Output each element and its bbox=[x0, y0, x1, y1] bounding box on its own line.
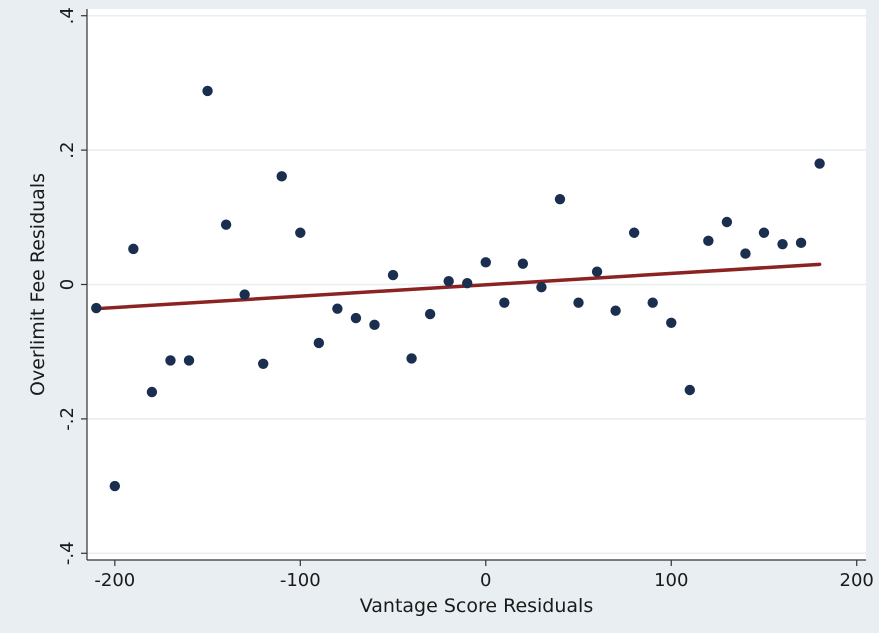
data-point-21 bbox=[480, 257, 491, 268]
data-point-33 bbox=[703, 235, 714, 247]
data-point-6 bbox=[202, 85, 213, 97]
data-point-27 bbox=[591, 266, 603, 277]
data-point-9 bbox=[258, 358, 269, 369]
data-point-10 bbox=[276, 171, 287, 182]
data-point-25 bbox=[554, 193, 566, 205]
data-point-28 bbox=[610, 305, 621, 316]
data-point-15 bbox=[369, 319, 380, 331]
data-point-20 bbox=[462, 277, 473, 289]
data-point-34 bbox=[721, 216, 733, 228]
fit-line bbox=[94, 262, 822, 311]
data-point-37 bbox=[777, 238, 788, 250]
data-point-30 bbox=[647, 297, 658, 308]
data-point-31 bbox=[666, 317, 677, 329]
data-point-24 bbox=[536, 281, 547, 293]
data-point-35 bbox=[740, 248, 751, 259]
y-tick-label-3: .2 bbox=[57, 142, 78, 159]
x-tick-label-4: 200 bbox=[840, 570, 874, 591]
data-point-23 bbox=[517, 258, 529, 269]
y-tick-label-0: -.4 bbox=[57, 541, 78, 565]
data-point-3 bbox=[146, 386, 158, 398]
data-point-2 bbox=[128, 243, 139, 255]
data-point-0 bbox=[91, 302, 102, 314]
points-group bbox=[91, 85, 825, 492]
data-point-13 bbox=[332, 303, 343, 314]
data-point-32 bbox=[684, 384, 695, 396]
data-point-14 bbox=[350, 312, 362, 324]
axes: -200 -100 0 100 200 -.4 -.2 0 .2 .4 bbox=[57, 7, 874, 591]
data-point-18 bbox=[424, 308, 436, 320]
data-point-17 bbox=[406, 353, 417, 364]
y-tick-label-4: .4 bbox=[57, 7, 78, 24]
y-tick-label-2: 0 bbox=[57, 279, 78, 290]
fit-line-group bbox=[94, 262, 822, 311]
data-point-36 bbox=[758, 227, 770, 238]
data-point-4 bbox=[165, 355, 176, 366]
data-point-22 bbox=[499, 297, 510, 308]
data-point-29 bbox=[628, 227, 640, 238]
x-tick-label-2: 0 bbox=[480, 570, 491, 591]
data-point-11 bbox=[295, 227, 306, 238]
x-tick-label-0: -200 bbox=[94, 570, 135, 591]
data-point-38 bbox=[795, 237, 807, 249]
data-point-7 bbox=[220, 219, 232, 230]
data-point-26 bbox=[573, 297, 584, 308]
x-axis-label: Vantage Score Residuals bbox=[360, 595, 593, 617]
data-point-19 bbox=[443, 275, 454, 287]
data-point-5 bbox=[183, 355, 195, 366]
data-point-39 bbox=[814, 158, 825, 169]
x-tick-label-3: 100 bbox=[654, 570, 688, 591]
data-point-8 bbox=[239, 289, 250, 300]
data-point-12 bbox=[313, 337, 325, 349]
data-point-1 bbox=[109, 480, 121, 492]
data-point-16 bbox=[387, 269, 399, 281]
y-axis-label: Overlimit Fee Residuals bbox=[27, 173, 49, 396]
y-tick-label-1: -.2 bbox=[57, 407, 78, 431]
x-tick-label-1: -100 bbox=[280, 570, 321, 591]
